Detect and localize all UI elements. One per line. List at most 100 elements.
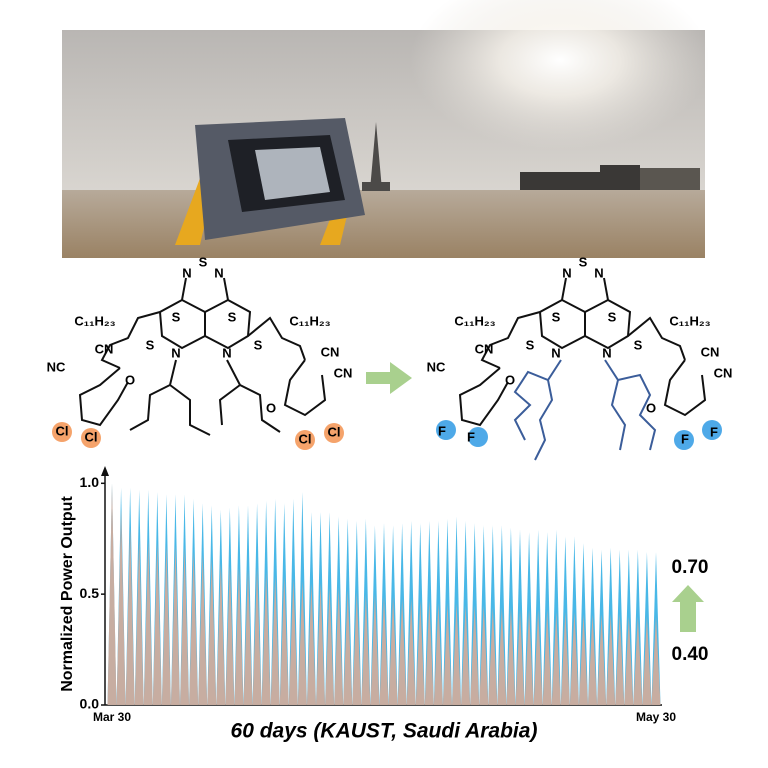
atom-label: S [254,337,263,352]
atom-label: O [266,400,276,415]
atom-label: S [579,254,588,269]
atom-label: CN [95,341,114,356]
up-arrow [672,585,704,632]
spike [325,587,335,705]
spike [125,527,135,705]
spike [252,567,262,705]
atom-label: CN [701,344,720,359]
chart: 0.0 0.5 1.0 Mar 30 May 30 60 days (KAUST, Sau… [59,466,708,743]
spike [207,558,217,705]
atom-label: NC [427,359,446,374]
atom-label: C₁₁H₂₃ [289,313,330,328]
spike [170,545,180,705]
spike [279,576,289,705]
spike [316,583,326,705]
spike [588,614,598,705]
spike [488,607,498,705]
spike [533,609,543,705]
spike [225,565,235,705]
spike [234,567,244,705]
y-axis-arrow [101,466,109,476]
atom-label: Cl [299,431,312,446]
atom-label: S [199,254,208,269]
photo [62,0,710,258]
spike [433,603,443,705]
atom-label: N [214,265,223,280]
spike [542,609,552,705]
atom-label: Cl [85,429,98,444]
spike [551,611,561,705]
atom-label: NC [47,359,66,374]
spike [361,594,371,705]
spike [470,605,480,705]
atom-label: S [228,309,237,324]
spike [479,605,489,705]
spike [261,571,271,705]
y-tick-label: 0.5 [80,585,100,601]
x-axis-label: 60 days (KAUST, Saudi Arabia) [231,720,538,743]
spike [624,616,634,705]
atom-label: O [125,372,135,387]
spike [615,614,625,705]
y-tick-label: 1.0 [80,474,100,490]
atom-label: F [681,431,689,446]
atom-label: O [646,400,656,415]
spike [397,598,407,705]
atom-label: N [182,265,191,280]
spike [651,616,661,705]
spike [442,603,452,705]
spike [642,616,652,705]
atom-label: C₁₁H₂₃ [74,313,115,328]
spike [243,569,253,705]
y-tick-label: 0.0 [80,696,100,712]
spike [216,563,226,705]
spike [189,552,199,705]
atom-label: CN [334,365,353,380]
atom-label: Cl [56,423,69,438]
spike [116,509,126,705]
spike [306,583,316,705]
x-tick-label: May 30 [636,710,676,724]
spike [569,611,579,705]
spike [152,543,162,705]
atom-label: N [594,265,603,280]
arrow [366,362,412,394]
spike [524,609,534,705]
atom-label: N [222,345,231,360]
spike [406,598,416,705]
spike [370,594,380,705]
spike [388,596,398,705]
annotation: 0.70 [672,557,709,578]
atom-label: Cl [328,424,341,439]
atom-label: S [526,337,535,352]
annotation: 0.40 [672,644,709,665]
atom-label: C₁₁H₂₃ [669,313,710,328]
x-tick-label: Mar 30 [93,710,131,724]
atom-label: N [602,345,611,360]
spike [134,538,144,705]
spike [180,547,190,705]
spike [424,600,434,705]
atom-label: F [438,423,446,438]
atom-label: CN [475,341,494,356]
atom-label: N [562,265,571,280]
spike [606,614,616,705]
spike [415,600,425,705]
spike [352,591,362,705]
spike [633,616,643,705]
spike [161,545,171,705]
spike [379,596,389,705]
spike [578,614,588,705]
spike [143,540,153,705]
spike [270,576,280,705]
spike [198,554,208,705]
atom-label: S [552,309,561,324]
spike [343,589,353,705]
spike [452,603,462,705]
atom-label: CN [714,365,733,380]
atom-label: F [467,429,475,444]
atom-label: CN [321,344,340,359]
